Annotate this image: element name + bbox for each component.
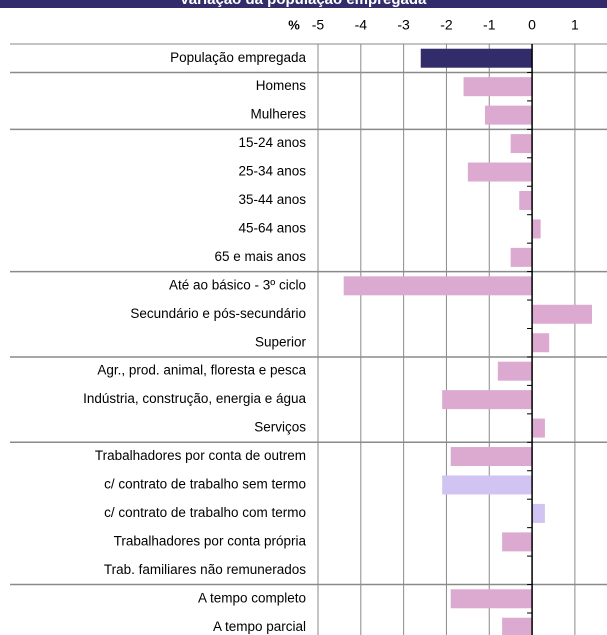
bar bbox=[463, 77, 533, 97]
category-label: Serviços bbox=[254, 420, 306, 435]
category-label: A tempo completo bbox=[198, 590, 306, 605]
bar bbox=[532, 304, 593, 324]
bar bbox=[532, 503, 545, 523]
category-label: Até ao básico - 3º ciclo bbox=[169, 277, 306, 292]
category-label: Trabalhadores por conta de outrem bbox=[95, 448, 306, 463]
category-label: 35-44 anos bbox=[238, 192, 306, 207]
category-label: 45-64 anos bbox=[238, 220, 306, 235]
x-tick-label: 1 bbox=[571, 17, 579, 33]
chart-title: Variação da população empregada bbox=[180, 0, 427, 8]
category-label: Indústria, construção, energia e água bbox=[83, 391, 306, 406]
category-label: 25-34 anos bbox=[238, 164, 306, 179]
bar bbox=[484, 105, 533, 125]
bar bbox=[450, 589, 533, 609]
bar bbox=[420, 48, 533, 68]
bar bbox=[532, 333, 550, 353]
x-tick-label: 0 bbox=[528, 17, 536, 33]
chart-header-band bbox=[0, 0, 607, 8]
category-label: A tempo parcial bbox=[213, 619, 306, 634]
category-label: População empregada bbox=[170, 50, 306, 65]
bar bbox=[442, 475, 533, 495]
bar bbox=[467, 162, 533, 182]
x-tick-label: -4 bbox=[355, 17, 368, 33]
category-label: c/ contrato de trabalho com termo bbox=[104, 505, 306, 520]
category-label: 15-24 anos bbox=[238, 135, 306, 150]
category-label: Trabalhadores por conta própria bbox=[114, 533, 307, 548]
bar bbox=[510, 247, 533, 267]
category-label: Mulheres bbox=[250, 107, 306, 122]
category-label: Superior bbox=[255, 334, 307, 349]
unit-label: % bbox=[288, 17, 300, 32]
bar bbox=[532, 219, 541, 239]
plot-area: -5-4-3-2-1012População empregadaHomensMu… bbox=[10, 17, 607, 635]
bar bbox=[519, 190, 533, 210]
bar bbox=[502, 617, 533, 635]
category-label: c/ contrato de trabalho sem termo bbox=[104, 477, 306, 492]
x-tick-label: -5 bbox=[312, 17, 325, 33]
category-label: Homens bbox=[256, 78, 307, 93]
category-label: Secundário e pós-secundário bbox=[130, 306, 306, 321]
bar bbox=[450, 447, 533, 467]
x-tick-label: -2 bbox=[440, 17, 453, 33]
bar bbox=[497, 361, 533, 381]
bar bbox=[502, 532, 533, 552]
category-label: Trab. familiares não remunerados bbox=[104, 562, 306, 577]
bar bbox=[442, 390, 533, 410]
category-label: Agr., prod. animal, floresta e pesca bbox=[97, 363, 306, 378]
bar bbox=[343, 276, 533, 296]
bar bbox=[510, 134, 533, 154]
category-label: 65 e mais anos bbox=[214, 249, 306, 264]
x-tick-label: -3 bbox=[397, 17, 410, 33]
bar bbox=[532, 418, 545, 438]
x-tick-label: -1 bbox=[483, 17, 496, 33]
